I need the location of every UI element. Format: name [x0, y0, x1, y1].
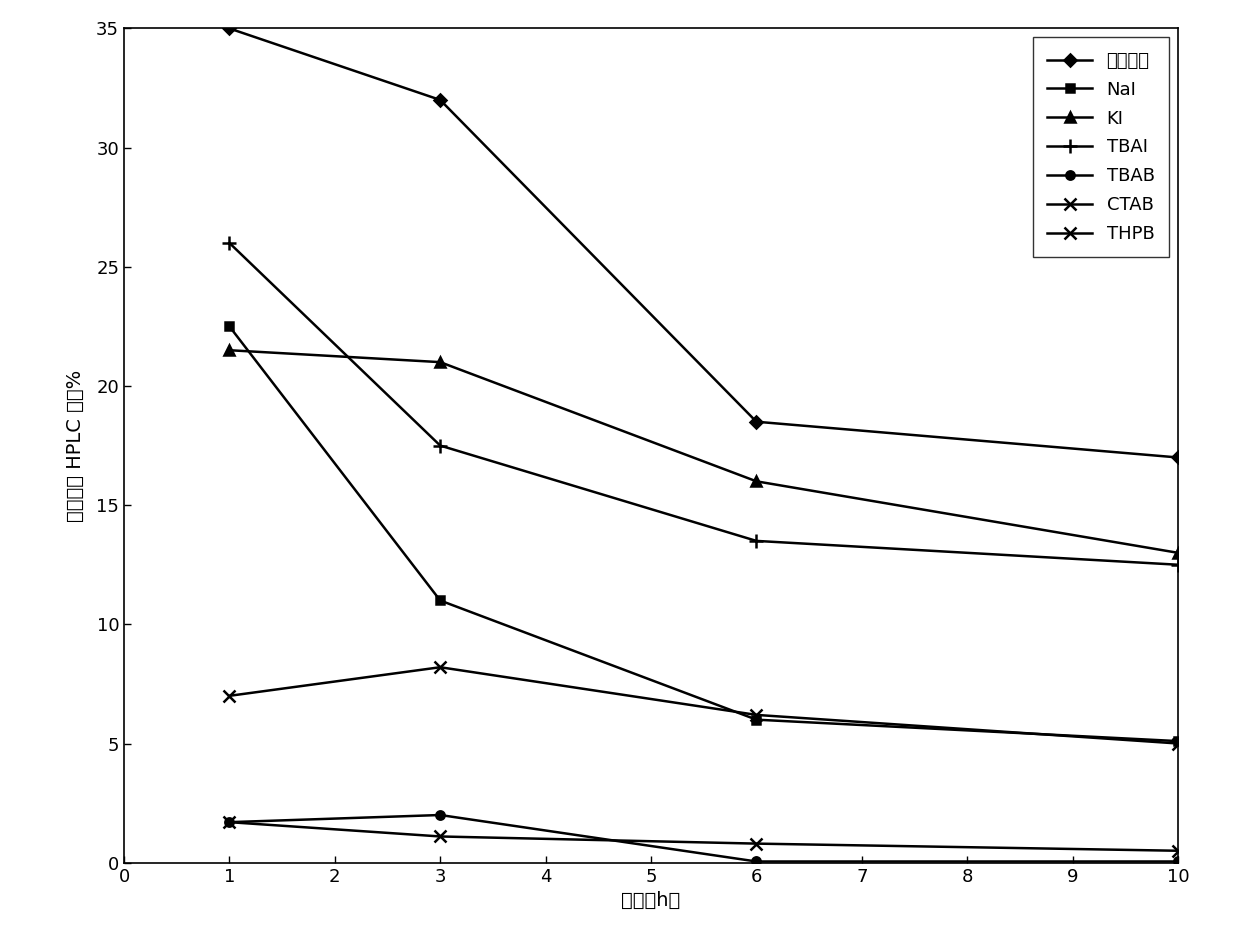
TBAI: [433, 440, 448, 451]
NaI: [433, 594, 448, 606]
THPB: [749, 838, 764, 849]
NaI: [1171, 736, 1185, 747]
Line: 无傅化剂: 无傅化剂: [226, 25, 1182, 462]
TBAI: [1171, 559, 1185, 571]
CTAB: [433, 662, 448, 673]
TBAB: [222, 816, 237, 828]
TBAB: [433, 810, 448, 821]
CTAB: [222, 690, 237, 702]
KI: [1171, 547, 1185, 558]
无傅化剂: [222, 23, 237, 34]
NaI: [749, 714, 764, 725]
Line: CTAB: CTAB: [224, 662, 1183, 749]
Y-axis label: 较考酮的 HPLC 面积%: 较考酮的 HPLC 面积%: [66, 370, 86, 521]
CTAB: [749, 709, 764, 720]
Line: KI: KI: [224, 345, 1183, 557]
KI: [222, 344, 237, 356]
TBAB: [749, 856, 764, 867]
X-axis label: 时间（h）: 时间（h）: [621, 891, 681, 910]
NaI: [222, 320, 237, 332]
KI: [433, 356, 448, 368]
无傅化剂: [749, 416, 764, 428]
Line: NaI: NaI: [226, 322, 1182, 745]
Legend: 无傅化剂, NaI, KI, TBAI, TBAB, CTAB, THPB: 无傅化剂, NaI, KI, TBAI, TBAB, CTAB, THPB: [1033, 38, 1169, 257]
Line: TBAI: TBAI: [222, 236, 1185, 572]
Line: THPB: THPB: [224, 816, 1183, 856]
TBAB: [1171, 856, 1185, 867]
THPB: [1171, 845, 1185, 856]
Line: TBAB: TBAB: [226, 811, 1182, 866]
KI: [749, 476, 764, 487]
无傅化剂: [1171, 452, 1185, 464]
CTAB: [1171, 738, 1185, 749]
THPB: [222, 816, 237, 828]
无傅化剂: [433, 94, 448, 105]
TBAI: [749, 536, 764, 547]
TBAI: [222, 237, 237, 248]
THPB: [433, 830, 448, 842]
